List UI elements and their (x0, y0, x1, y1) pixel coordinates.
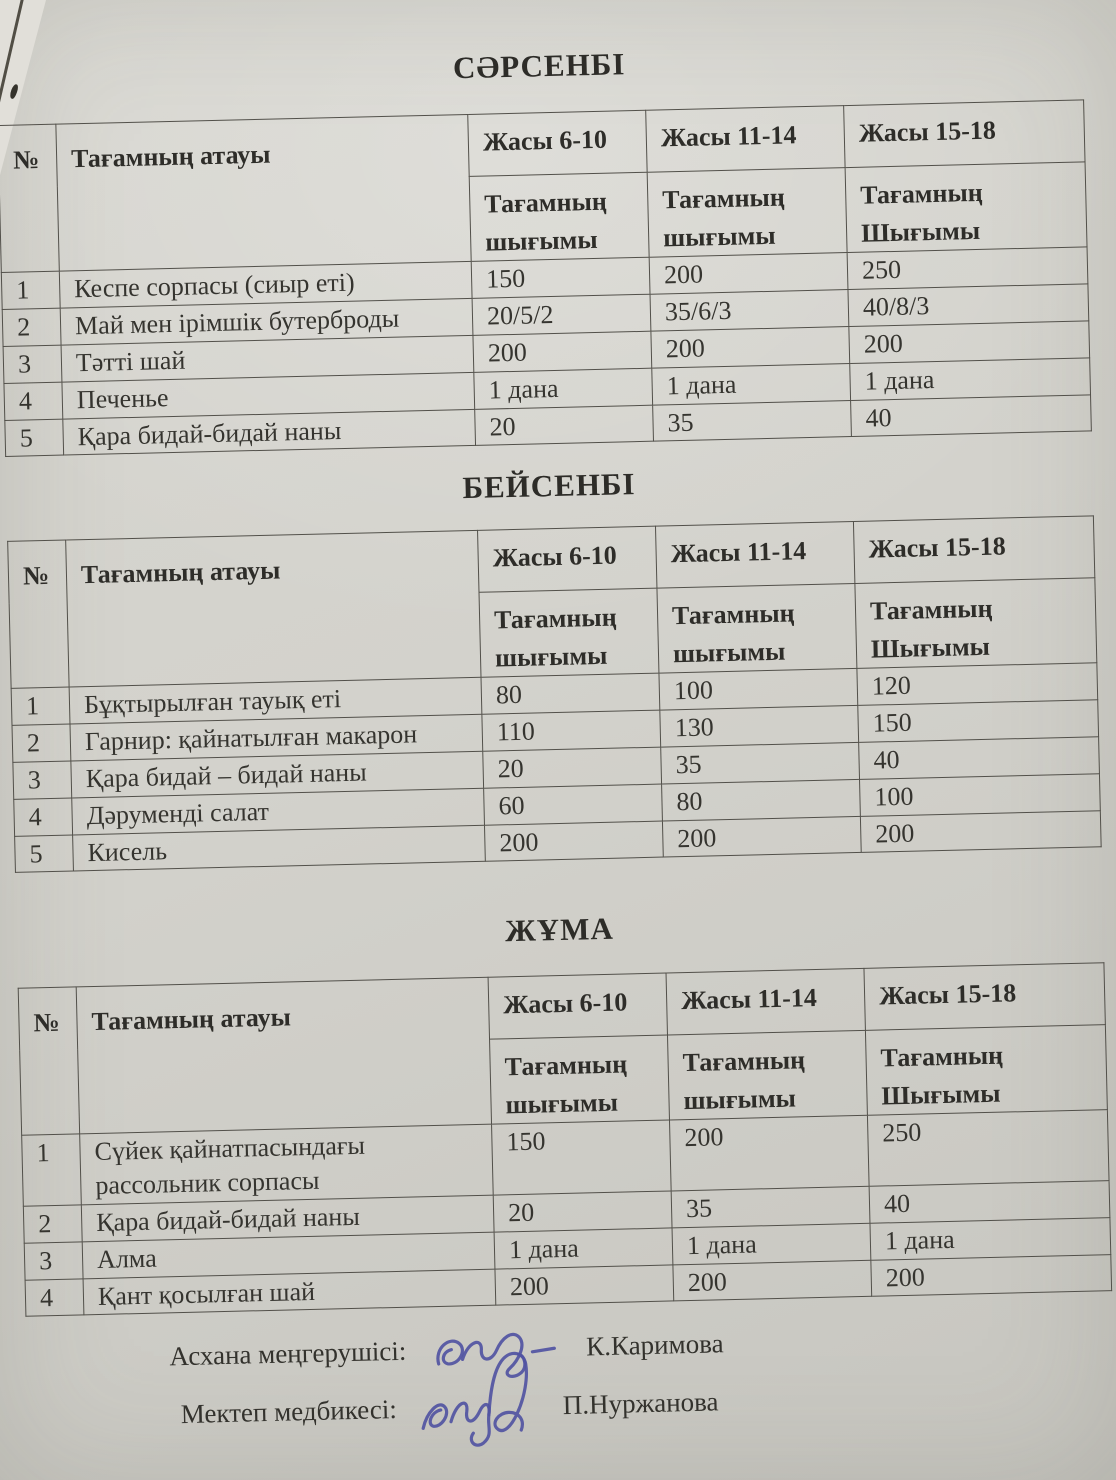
col-header-age-6-10: Жасы 6-10 (488, 973, 668, 1040)
value-cell: 200 (484, 820, 664, 862)
value-cell: 200 (669, 1115, 870, 1191)
menu-table-wednesday: № Тағамның атауы Жасы 6-10 Жасы 11-14 Жа… (0, 99, 1092, 457)
value-cell: 110 (481, 710, 661, 752)
col-subheader-output-1: Тағамның шығымы (478, 588, 659, 678)
col-header-age-11-14: Жасы 11-14 (645, 105, 846, 173)
row-number-cell: 4 (13, 797, 73, 836)
value-cell: 35 (652, 400, 852, 442)
value-cell: 35 (671, 1186, 870, 1228)
handwritten-signature-icon (436, 1332, 556, 1378)
col-subheader-output-2: Тағамның шығымы (667, 1030, 868, 1121)
value-cell: 200 (662, 815, 862, 858)
col-subheader-output-3: Тағамның Шығымы (845, 161, 1088, 253)
col-subheader-output-2: Тағамның шығымы (656, 583, 857, 674)
value-cell: 35 (660, 742, 860, 784)
value-cell: 1 дана (494, 1227, 673, 1269)
signature-label: Мектеп медбикесі: (180, 1393, 398, 1430)
col-subheader-output-1: Тағамның шығымы (489, 1035, 670, 1125)
value-cell: 200 (494, 1264, 674, 1306)
signature-line-school-nurse: Мектеп медбикесі: П.Нуржанова (180, 1351, 719, 1447)
value-cell: 40 (850, 394, 1092, 437)
value-cell: 35/6/3 (650, 289, 849, 332)
value-cell: 20/5/2 (472, 294, 651, 336)
col-subheader-output-3: Тағамның Шығымы (854, 577, 1097, 669)
value-cell: 200 (472, 331, 652, 373)
value-cell: 80 (481, 673, 660, 715)
signature-line-canteen-manager: Асхана меңгерушісі: К.Каримова (169, 1328, 724, 1378)
col-header-age-15-18: Жасы 15-18 (843, 99, 1086, 168)
menu-table-thursday: № Тағамның атауы Жасы 6-10 Жасы 11-14 Жа… (7, 515, 1102, 873)
signature-name: К.Каримова (585, 1328, 724, 1362)
row-number-cell: 1 (1, 271, 61, 310)
row-number-cell: 3 (24, 1241, 84, 1280)
row-number-cell: 4 (25, 1278, 84, 1317)
value-cell: 1 дана (869, 1217, 1111, 1260)
menu-table-friday: № Тағамның атауы Жасы 6-10 Жасы 11-14 Жа… (18, 962, 1112, 1317)
row-number-cell: 2 (2, 308, 62, 347)
dish-name-cell: Сүйек қайнатпасындағы рассольник сорпасы (79, 1124, 494, 1205)
row-number-cell: 5 (4, 418, 64, 457)
col-header-age-11-14: Жасы 11-14 (655, 521, 855, 589)
value-cell: 200 (870, 1254, 1112, 1297)
col-header-age-6-10: Жасы 6-10 (477, 526, 657, 593)
value-cell: 40/8/3 (847, 284, 1089, 327)
row-number-cell: 5 (14, 834, 74, 873)
value-cell: 200 (650, 326, 850, 368)
row-number-cell: 3 (3, 345, 62, 384)
row-number-cell: 2 (23, 1204, 83, 1243)
value-cell: 100 (859, 773, 1101, 816)
value-cell: 80 (661, 779, 861, 821)
col-header-dish-name: Тағамның атауы (65, 530, 482, 688)
value-cell: 60 (483, 783, 663, 825)
day-title-thursday: БЕЙСЕНБІ (462, 466, 636, 506)
value-cell: 20 (474, 404, 654, 446)
value-cell: 200 (848, 320, 1090, 364)
signature-name: П.Нуржанова (562, 1386, 719, 1421)
value-cell: 200 (649, 252, 848, 295)
value-cell: 120 (856, 663, 1098, 706)
value-cell: 150 (857, 699, 1099, 743)
row-number-cell: 4 (3, 381, 63, 421)
row-number-cell: 1 (11, 687, 70, 726)
col-header-dish-name: Тағамның атауы (76, 977, 492, 1135)
value-cell: 1 дана (473, 367, 653, 409)
value-cell: 20 (482, 747, 662, 789)
row-number-cell: 1 (21, 1134, 82, 1207)
col-subheader-output-3: Тағамның Шығымы (865, 1024, 1108, 1116)
handwritten-signature-icon (421, 1351, 529, 1447)
col-header-number: № (18, 986, 80, 1136)
col-header-age-11-14: Жасы 11-14 (666, 968, 866, 1036)
col-header-number: № (0, 124, 60, 273)
value-cell: 150 (491, 1120, 672, 1196)
value-cell: 200 (672, 1259, 872, 1302)
col-header-age-15-18: Жасы 15-18 (853, 515, 1095, 584)
value-cell: 1 дана (651, 363, 851, 405)
day-title-friday: ЖҰМА (504, 910, 615, 949)
value-cell: 130 (659, 705, 859, 748)
value-cell: 20 (493, 1190, 673, 1232)
col-subheader-output-1: Тағамның шығымы (469, 172, 650, 262)
value-cell: 40 (858, 736, 1100, 780)
value-cell: 250 (867, 1110, 1110, 1187)
value-cell: 100 (658, 668, 858, 711)
day-title-wednesday: СӘРСЕНБІ (452, 46, 626, 86)
col-header-age-6-10: Жасы 6-10 (467, 110, 648, 177)
col-header-number: № (7, 540, 70, 689)
row-number-cell: 2 (12, 724, 71, 763)
col-subheader-output-2: Тағамның шығымы (647, 167, 848, 258)
col-header-dish-name: Тағамның атауы (55, 114, 472, 272)
value-cell: 200 (860, 810, 1102, 853)
row-number-cell: 3 (12, 760, 72, 800)
col-header-age-15-18: Жасы 15-18 (863, 962, 1106, 1031)
value-cell: 150 (471, 257, 651, 299)
value-cell: 40 (869, 1180, 1110, 1224)
value-cell: 1 дана (672, 1223, 871, 1265)
value-cell: 1 дана (849, 357, 1091, 401)
value-cell: 250 (847, 247, 1088, 290)
signature-label: Асхана меңгерушісі: (169, 1335, 407, 1372)
